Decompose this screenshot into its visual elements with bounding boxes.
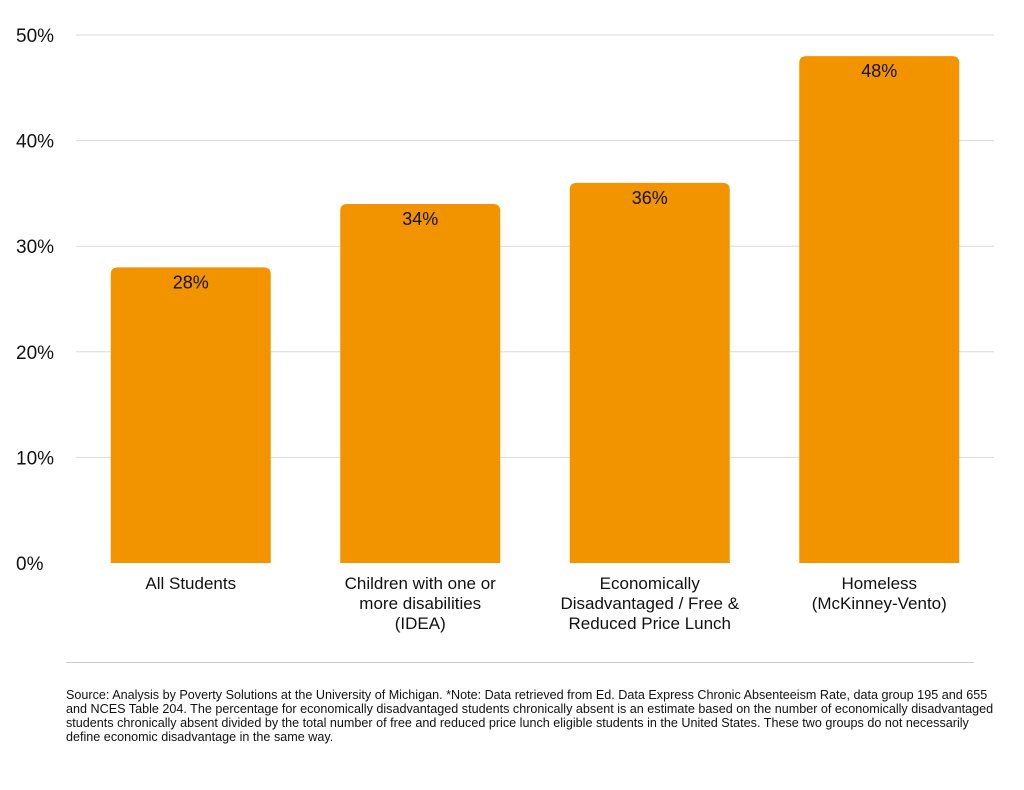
footer-divider [66,662,974,663]
x-tick-label: Homeless [841,574,917,593]
bars: 28% 34% 36% 48% [110,56,960,564]
bar [340,203,501,563]
data-label: 48% [861,61,897,81]
x-tick-label: (IDEA) [395,614,446,633]
x-tick-label: (McKinney-Vento) [812,594,947,613]
bar [799,56,960,564]
y-tick-label: 0% [16,554,44,575]
bar [110,267,271,563]
x-tick-label: All Students [145,574,236,593]
y-tick-label: 30% [16,237,54,258]
bar [569,182,730,563]
bar-chart: 0% 10% 20% 30% 40% 50% 28% 34% 36% 48% All Stude… [16,26,994,633]
x-tick-label: Economically [600,574,701,593]
x-tick-label: Reduced Price Lunch [568,614,731,633]
data-label: 28% [173,272,209,292]
y-tick-label: 40% [16,132,54,153]
x-tick-label: Disadvantaged / Free & [560,594,739,613]
y-tick-label: 50% [16,26,54,47]
data-label: 36% [632,188,668,208]
x-tick-label: Children with one or [345,574,497,593]
source-note: Source: Analysis by Poverty Solutions at… [66,688,994,744]
y-axis: 0% 10% 20% 30% 40% 50% [16,26,54,575]
data-label: 34% [402,209,438,229]
y-tick-label: 20% [16,343,54,364]
x-tick-label: more disabilities [359,594,481,613]
y-tick-label: 10% [16,448,54,469]
